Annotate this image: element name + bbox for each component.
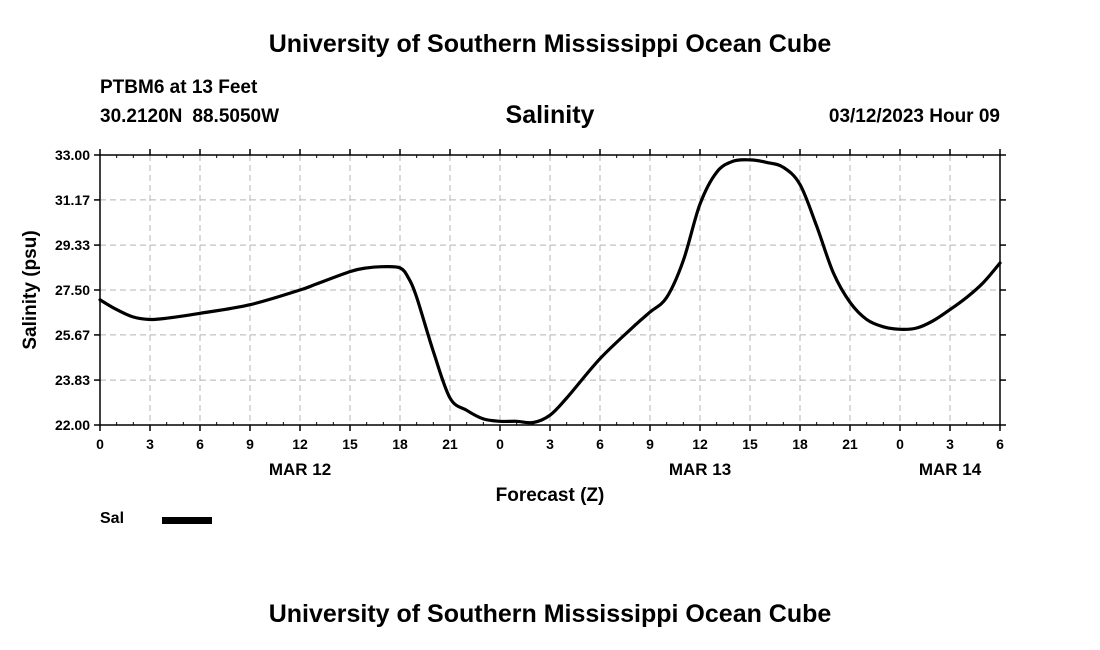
x-tick-label: 3 [546, 436, 554, 452]
x-tick-label: 0 [96, 436, 104, 452]
longitude: 88.5050W [192, 106, 280, 127]
x-tick-label: 12 [692, 436, 708, 452]
x-tick-label: 6 [596, 436, 604, 452]
x-tick-label: 21 [442, 436, 458, 452]
header-title: University of Southern Mississippi Ocean… [268, 30, 832, 58]
station-coordinates: 30.2120N 88.5050W [100, 106, 279, 128]
x-tick-label: 18 [392, 436, 408, 452]
y-tick-label: 23.83 [55, 372, 90, 388]
date-label: MAR 13 [669, 460, 731, 479]
y-tick-label: 22.00 [55, 417, 90, 433]
x-tick-label: 9 [246, 436, 254, 452]
grid [99, 154, 1001, 426]
x-tick-label: 15 [342, 436, 358, 452]
x-tick-label: 6 [196, 436, 204, 452]
x-tick-label: 15 [742, 436, 758, 452]
x-tick-label: 12 [292, 436, 308, 452]
y-axis-label: Salinity (psu) [20, 230, 41, 349]
tick-labels: 22.00 23.83 25.67 27.50 29.33 31.17 33.00 0 3 6 9 1… [55, 147, 1004, 479]
station-name: PTBM6 at 13 Feet [100, 77, 258, 98]
series-line-sal [98, 158, 1002, 425]
legend-label: Sal [100, 510, 125, 527]
y-tick-label: 25.67 [55, 327, 90, 343]
latitude: 30.2120N [100, 106, 183, 127]
ticks [94, 149, 1006, 431]
y-tick-label: 31.17 [55, 192, 90, 208]
y-tick-label: 27.50 [55, 282, 90, 298]
date-label: MAR 12 [269, 460, 331, 479]
x-axis-label: Forecast (Z) [496, 485, 605, 506]
x-tick-label: 21 [842, 436, 858, 452]
chart-title: Salinity [505, 101, 595, 129]
x-tick-label: 3 [146, 436, 154, 452]
y-tick-label: 33.00 [55, 147, 90, 163]
date-label: MAR 14 [919, 460, 982, 479]
footer-title: University of Southern Mississippi Ocean… [268, 600, 832, 628]
x-tick-label: 6 [996, 436, 1004, 452]
issue-time: 03/12/2023 Hour 09 [828, 106, 1000, 127]
legend-swatch [162, 517, 212, 524]
x-tick-label: 9 [646, 436, 654, 452]
x-tick-label: 3 [946, 436, 954, 452]
x-tick-label: 0 [496, 436, 504, 452]
y-tick-label: 29.33 [55, 237, 90, 253]
x-tick-label: 18 [792, 436, 808, 452]
x-tick-label: 0 [896, 436, 904, 452]
